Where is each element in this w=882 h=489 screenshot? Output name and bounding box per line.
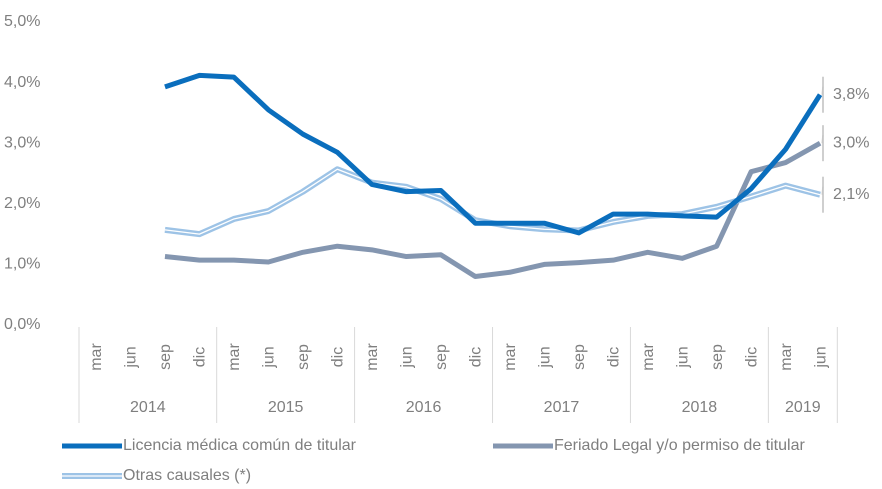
x-tick-label: dic	[330, 347, 347, 367]
year-label: 2014	[130, 399, 166, 416]
y-tick-label: 5,0%	[4, 13, 40, 30]
legend-label: Licencia médica común de titular	[123, 437, 357, 454]
x-tick-label: dic	[192, 347, 209, 367]
x-tick-label: jun	[399, 346, 416, 368]
series-line	[164, 72, 823, 236]
x-tick-label: jun	[674, 346, 691, 368]
x-tick-label: mar	[364, 343, 381, 371]
legend-entry: Licencia médica común de titular	[62, 437, 357, 454]
y-tick-label: 1,0%	[4, 256, 40, 273]
y-tick-label: 4,0%	[4, 74, 40, 91]
x-tick-label: mar	[226, 343, 243, 371]
y-tick-label: 2,0%	[4, 195, 40, 212]
x-tick-label: mar	[778, 343, 795, 371]
x-tick-label: dic	[605, 347, 622, 367]
x-tick-label: mar	[88, 343, 105, 371]
data-label: 2,1%	[833, 186, 869, 203]
x-tick-label: sep	[433, 344, 450, 370]
legend-entry: Feriado Legal y/o permiso de titular	[493, 437, 805, 454]
series-line	[164, 141, 822, 280]
year-label: 2018	[682, 399, 718, 416]
x-tick-label: sep	[709, 344, 726, 370]
year-label: 2017	[544, 399, 580, 416]
data-label: 3,0%	[833, 134, 869, 151]
x-tick-label: jun	[261, 346, 278, 368]
y-tick-label: 3,0%	[4, 134, 40, 151]
series-line-path	[164, 141, 822, 280]
x-tick-label: mar	[640, 343, 657, 371]
data-label: 3,8%	[833, 86, 869, 103]
series-line-path	[164, 72, 823, 236]
legend-entry: Otras causales (*)	[62, 467, 251, 484]
year-label: 2016	[406, 399, 442, 416]
year-label: 2019	[785, 399, 821, 416]
x-tick-label: sep	[571, 344, 588, 370]
x-tick-label: jun	[123, 346, 140, 368]
x-tick-label: dic	[743, 347, 760, 367]
x-tick-label: dic	[467, 347, 484, 367]
legend-label: Feriado Legal y/o permiso de titular	[554, 437, 805, 454]
x-tick-label: jun	[812, 346, 829, 368]
x-tick-label: jun	[536, 346, 553, 368]
legend-label: Otras causales (*)	[123, 467, 251, 484]
x-tick-label: mar	[502, 343, 519, 371]
y-tick-label: 0,0%	[4, 316, 40, 333]
x-tick-label: sep	[295, 344, 312, 370]
x-tick-label: sep	[157, 344, 174, 370]
year-label: 2015	[268, 399, 304, 416]
